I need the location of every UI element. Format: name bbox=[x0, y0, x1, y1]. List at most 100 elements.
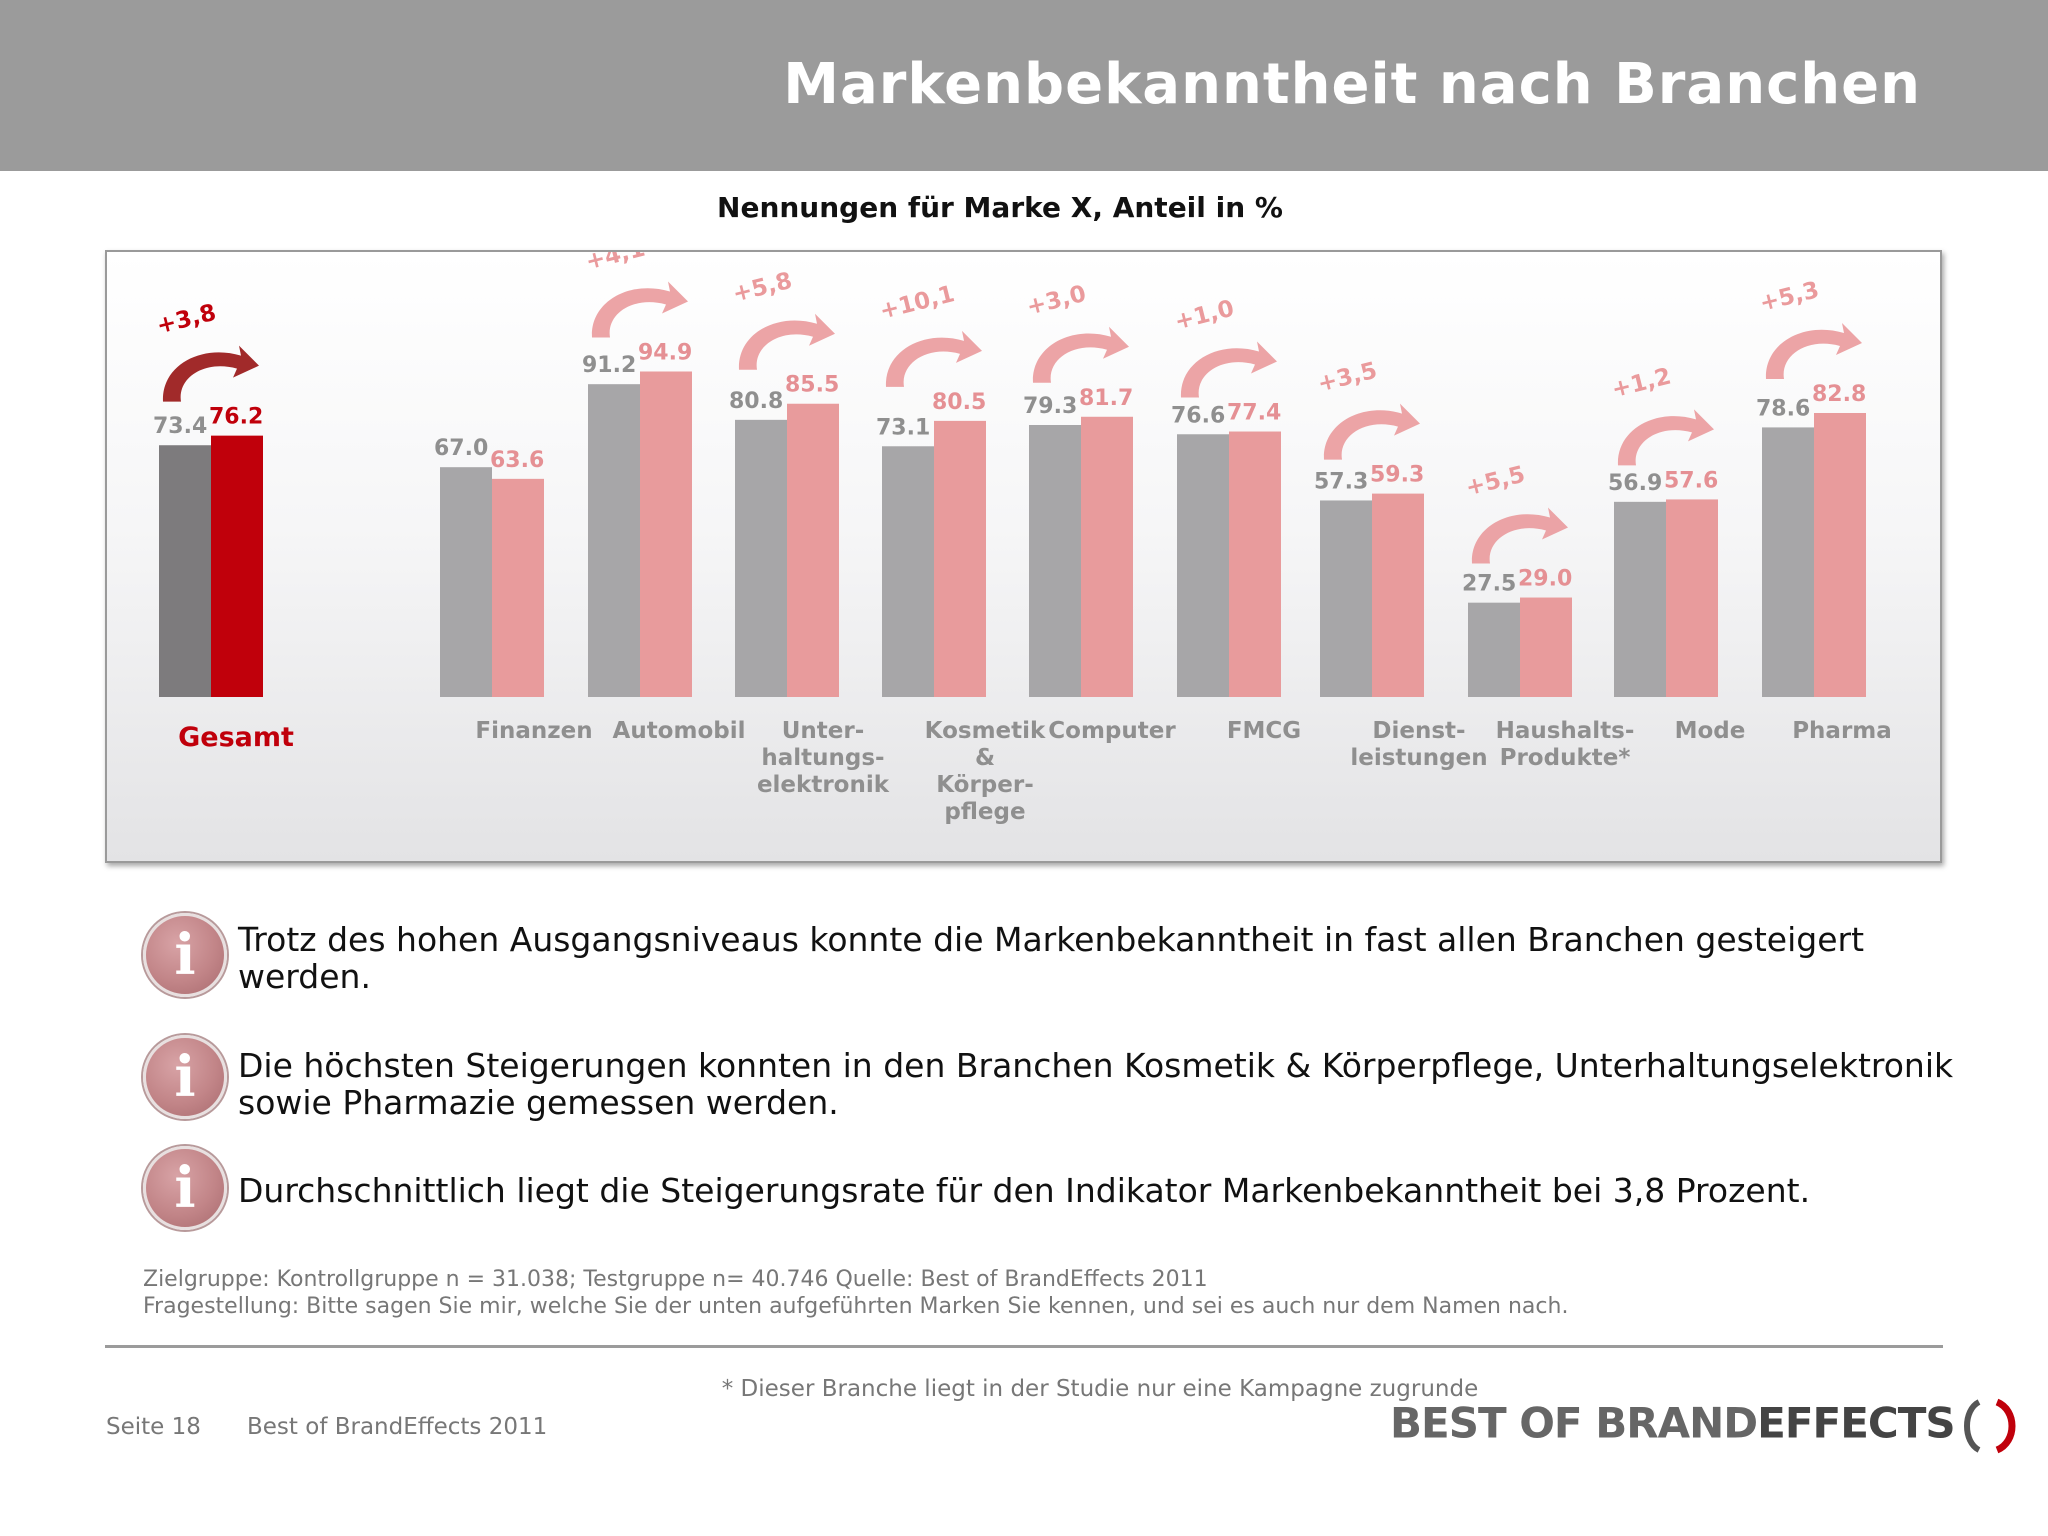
value-label-control: 56.9 bbox=[1608, 471, 1662, 496]
value-label-control: 91.2 bbox=[582, 353, 636, 378]
value-label-test: 57.6 bbox=[1664, 468, 1718, 493]
category-label: FMCG bbox=[1227, 718, 1301, 744]
category-label: Haushalts-Produkte* bbox=[1496, 718, 1635, 771]
category-label: Automobil bbox=[613, 718, 746, 744]
delta-label: +3,0 bbox=[1024, 281, 1089, 321]
increase-arrow-icon bbox=[162, 345, 259, 402]
bar-control bbox=[882, 446, 934, 697]
bar-test bbox=[1081, 416, 1133, 697]
increase-arrow-icon bbox=[1471, 507, 1568, 564]
value-label-test: 77.4 bbox=[1227, 401, 1281, 426]
info-icon: i bbox=[143, 913, 227, 997]
footer-source: Best of BrandEffects 2011 bbox=[247, 1414, 548, 1440]
note-text: Trotz des hohen Ausgangsniveaus konnte d… bbox=[238, 920, 1865, 996]
bar-control bbox=[588, 384, 640, 697]
increase-arrow-icon bbox=[1180, 341, 1277, 398]
bar-control bbox=[1614, 501, 1666, 697]
logo-bracket-icon bbox=[1963, 1398, 2015, 1454]
delta-label: +5,3 bbox=[1757, 277, 1822, 317]
delta-label: +1,0 bbox=[1172, 296, 1237, 336]
value-label-test: 94.9 bbox=[638, 340, 692, 365]
delta-label: +3,8 bbox=[154, 300, 219, 340]
bar-control bbox=[735, 419, 787, 697]
note-text: Die höchsten Steigerungen konnten in den… bbox=[238, 1046, 1954, 1122]
category-label: Computer bbox=[1048, 718, 1176, 744]
bar-control bbox=[1320, 500, 1372, 697]
chart-panel: 73.4 76.2 Gesamt +3,8 67.0 63.6 Finanzen 91.2 94… bbox=[105, 250, 1942, 863]
source-line-2: Fragestellung: Bitte sagen Sie mir, welc… bbox=[143, 1294, 1569, 1319]
bar-control bbox=[159, 445, 211, 697]
category-label: Finanzen bbox=[475, 718, 592, 744]
bar-test bbox=[1520, 597, 1572, 697]
value-label-control: 78.6 bbox=[1756, 396, 1810, 421]
value-label-test: 80.5 bbox=[932, 390, 986, 415]
value-label-control: 80.8 bbox=[729, 389, 783, 414]
category-label: Pharma bbox=[1792, 718, 1892, 744]
info-note-1: i Trotz des hohen Ausgangsniveaus konnte… bbox=[143, 913, 1943, 1003]
bar-test bbox=[1814, 412, 1866, 697]
category-label: Dienst-leistungen bbox=[1350, 718, 1487, 771]
delta-label: +3,5 bbox=[1315, 358, 1380, 398]
increase-arrow-icon bbox=[1032, 326, 1129, 383]
value-label-test: 29.0 bbox=[1518, 567, 1572, 592]
bar-test bbox=[934, 420, 986, 697]
logo-text-2: EFFECTS bbox=[1757, 1398, 1955, 1448]
bar-control bbox=[1029, 425, 1081, 697]
increase-arrow-icon bbox=[1765, 322, 1862, 379]
header-bar: Markenbekanntheit nach Branchen bbox=[0, 0, 2048, 171]
increase-arrow-icon bbox=[1323, 403, 1420, 460]
bar-test bbox=[1666, 499, 1718, 697]
value-label-test: 76.2 bbox=[209, 405, 263, 430]
value-label-control: 73.1 bbox=[876, 415, 930, 440]
page-title: Markenbekanntheit nach Branchen bbox=[783, 52, 1921, 117]
category-label: Unter-haltungs-elektronik bbox=[757, 718, 890, 798]
note-text: Durchschnittlich liegt die Steigerungsra… bbox=[238, 1171, 1811, 1210]
value-label-control: 73.4 bbox=[153, 414, 207, 439]
info-note-2: i Die höchsten Steigerungen konnten in d… bbox=[143, 1035, 1953, 1125]
value-label-test: 59.3 bbox=[1370, 463, 1424, 488]
bar-test bbox=[211, 435, 263, 697]
delta-label: +1,2 bbox=[1609, 364, 1674, 404]
bar-control bbox=[1177, 434, 1229, 697]
bar-chart: 73.4 76.2 Gesamt +3,8 67.0 63.6 Finanzen 91.294… bbox=[153, 252, 1892, 825]
bar-control bbox=[1468, 602, 1520, 697]
footnote: * Dieser Branche liegt in der Studie nur… bbox=[721, 1376, 1479, 1402]
category-label: Kosmetik & Körper-pflege bbox=[925, 718, 1046, 825]
info-icon: i bbox=[143, 1035, 227, 1119]
category-label: Gesamt bbox=[178, 722, 294, 753]
page-number: Seite 18 bbox=[106, 1414, 201, 1440]
delta-label: +5,8 bbox=[730, 268, 795, 308]
footer-divider bbox=[105, 1345, 1943, 1348]
value-label-control: 67.0 bbox=[434, 436, 488, 461]
bar-test bbox=[492, 478, 544, 697]
value-label-test: 63.6 bbox=[490, 448, 544, 473]
info-icon: i bbox=[143, 1146, 227, 1230]
bar-test bbox=[1229, 431, 1281, 697]
bar-test bbox=[1372, 493, 1424, 697]
value-label-test: 81.7 bbox=[1079, 386, 1133, 411]
category-label: Mode bbox=[1675, 718, 1746, 744]
chart-title: Nennungen für Marke X, Anteil in % bbox=[717, 191, 1283, 224]
increase-arrow-icon bbox=[885, 330, 982, 387]
increase-arrow-icon bbox=[738, 313, 835, 370]
increase-arrow-icon bbox=[1617, 409, 1714, 466]
value-label-test: 82.8 bbox=[1812, 382, 1866, 407]
delta-label: +5,5 bbox=[1463, 462, 1528, 502]
bar-test bbox=[640, 371, 692, 697]
delta-label: +10,1 bbox=[877, 281, 957, 325]
value-label-control: 76.6 bbox=[1171, 403, 1225, 428]
value-label-control: 79.3 bbox=[1023, 394, 1077, 419]
bar-test bbox=[787, 403, 839, 697]
info-note-3: i Durchschnittlich liegt die Steigerungs… bbox=[143, 1146, 1943, 1236]
brand-logo: BEST OF BRANDEFFECTS bbox=[1390, 1398, 2015, 1458]
value-label-test: 85.5 bbox=[785, 373, 839, 398]
source-note: Zielgruppe: Kontrollgruppe n = 31.038; T… bbox=[143, 1266, 1893, 1320]
source-line-1: Zielgruppe: Kontrollgruppe n = 31.038; T… bbox=[143, 1267, 1208, 1292]
delta-label: +4,1 bbox=[583, 252, 648, 275]
logo-text-1: BEST OF BRAND bbox=[1390, 1398, 1758, 1448]
value-label-control: 27.5 bbox=[1462, 572, 1516, 597]
increase-arrow-icon bbox=[591, 281, 688, 338]
bar-control bbox=[1762, 427, 1814, 697]
bar-control bbox=[440, 467, 492, 697]
value-label-control: 57.3 bbox=[1314, 469, 1368, 494]
